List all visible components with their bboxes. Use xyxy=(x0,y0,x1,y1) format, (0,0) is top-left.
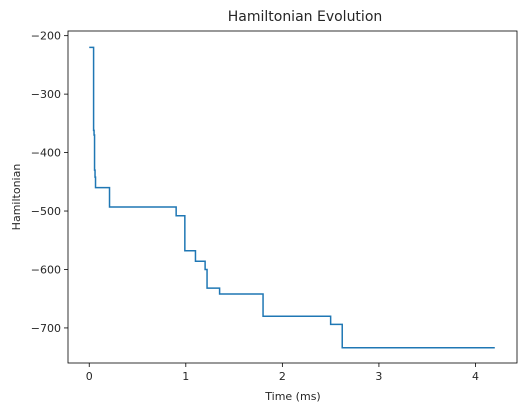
x-tick-label: 0 xyxy=(86,370,93,383)
y-tick-label: −600 xyxy=(31,263,61,276)
x-tick-label: 3 xyxy=(375,370,382,383)
y-tick-label: −700 xyxy=(31,322,61,335)
hamiltonian-series-line xyxy=(89,46,495,349)
y-tick-label: −400 xyxy=(31,147,61,160)
y-axis-label: Hamiltonian xyxy=(10,164,23,231)
x-axis: 0 1 2 3 4 xyxy=(86,363,479,383)
x-tick-label: 1 xyxy=(182,370,189,383)
x-tick-label: 4 xyxy=(472,370,479,383)
axes-frame xyxy=(67,30,518,364)
x-axis-label: Time (ms) xyxy=(264,390,320,403)
y-tick-label: −300 xyxy=(31,88,61,101)
y-axis: −200 −300 −400 −500 −600 −700 xyxy=(31,30,68,335)
chart-title: Hamiltonian Evolution xyxy=(228,9,383,25)
y-tick-label: −500 xyxy=(31,205,61,218)
y-tick-label: −200 xyxy=(31,30,61,43)
plot-area xyxy=(89,46,495,349)
x-tick-label: 2 xyxy=(279,370,286,383)
